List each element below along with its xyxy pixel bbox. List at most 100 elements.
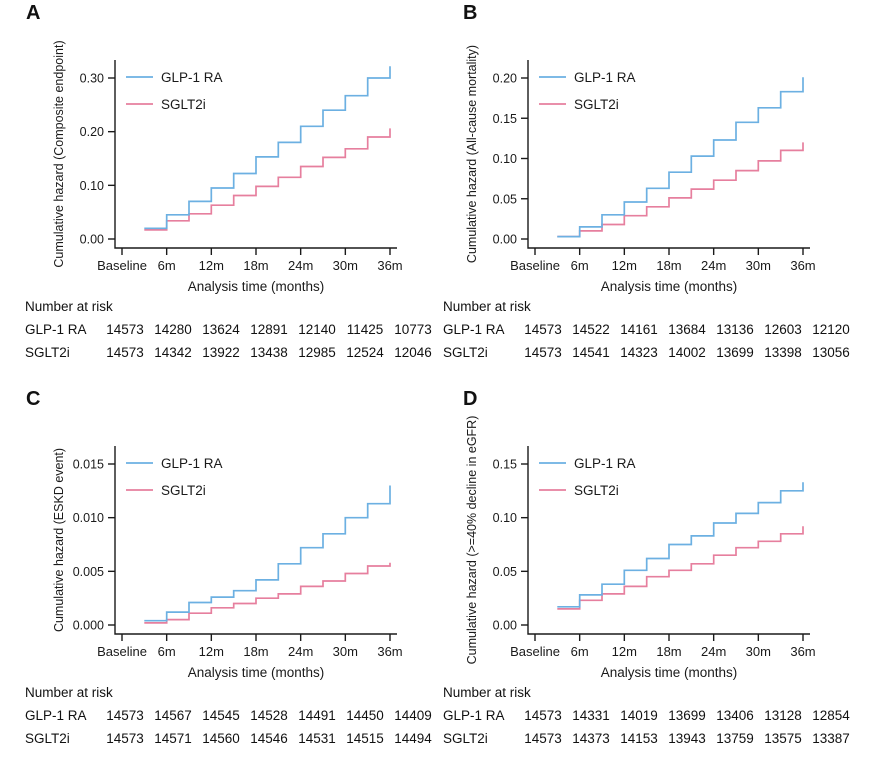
risk-value: 14573 <box>106 345 144 360</box>
cumulative-hazard-chart-C: 0.000 0.005 0.010 0.015 Baseline 6m 12m 18m 24m 3… <box>52 446 403 680</box>
x-tick-label: 36m <box>790 644 815 659</box>
risk-row-label: GLP-1 RA <box>443 322 505 337</box>
series-path-glp-1-ra <box>557 482 804 608</box>
x-tick-label: 12m <box>199 258 224 273</box>
x-axis-label: Analysis time (months) <box>601 665 738 680</box>
series-path-sglt2i <box>557 142 804 238</box>
cumulative-hazard-chart-B: 0.00 0.05 0.10 0.15 0.20 Baseline 6m 12m 18m 24m 3… <box>465 45 816 294</box>
x-tick-label: 12m <box>199 644 224 659</box>
legend-label: SGLT2i <box>161 483 206 498</box>
y-tick-label: 0.010 <box>73 511 104 525</box>
risk-row-label: GLP-1 RA <box>443 708 505 723</box>
panel-letter-D: D <box>463 388 478 410</box>
y-tick-label: 0.10 <box>493 152 517 166</box>
x-tick-label: Baseline <box>97 644 147 659</box>
risk-value: 14373 <box>572 731 610 746</box>
risk-value: 14573 <box>106 731 144 746</box>
y-tick-label: 0.30 <box>80 72 104 86</box>
risk-table-row: GLP-1 RA 14573 14567 14545 14528 14491 14450 14… <box>25 704 437 727</box>
risk-value: 14161 <box>620 322 658 337</box>
risk-value: 12891 <box>250 322 288 337</box>
cumulative-hazard-chart-D: 0.00 0.05 0.10 0.15 Baseline 6m 12m 18m 24m 30m 36… <box>465 416 816 680</box>
risk-value: 14409 <box>394 708 432 723</box>
series-path-sglt2i <box>144 562 391 624</box>
panel-B: B 0.00 0.05 0.10 0.15 0.20 Baseline 6m 12m 18m 24… <box>443 0 885 385</box>
x-tick-label: 12m <box>612 644 637 659</box>
y-axis-label: Cumulative hazard (Composite endpoint) <box>52 40 66 267</box>
axis-lines <box>527 60 810 249</box>
risk-value: 12603 <box>764 322 802 337</box>
risk-value: 13943 <box>668 731 706 746</box>
risk-value: 12854 <box>812 708 850 723</box>
y-tick-label: 0.10 <box>80 179 104 193</box>
x-tick-label: 30m <box>333 644 358 659</box>
risk-value: 14491 <box>298 708 336 723</box>
risk-value: 14323 <box>620 345 658 360</box>
y-tick-label: 0.00 <box>493 233 517 247</box>
risk-value: 14546 <box>250 731 288 746</box>
x-tick-label: 18m <box>656 644 681 659</box>
x-tick-label: 24m <box>288 258 313 273</box>
risk-value: 13136 <box>716 322 754 337</box>
risk-value: 14342 <box>154 345 192 360</box>
x-axis-label: Analysis time (months) <box>188 279 325 294</box>
series-path-glp-1-ra <box>557 77 804 238</box>
cumulative-hazard-chart-A: 0.00 0.10 0.20 0.30 Baseline 6m 12m 18m 24m 30m 36… <box>52 40 403 294</box>
risk-value: 14571 <box>154 731 192 746</box>
number-at-risk-table-D: Number at risk GLP-1 RA 14573 14331 14019 136… <box>443 682 855 750</box>
risk-value: 11425 <box>346 322 384 337</box>
risk-value: 13759 <box>716 731 754 746</box>
y-tick-label: 0.00 <box>80 233 104 247</box>
series-path-glp-1-ra <box>144 66 391 230</box>
risk-table-row: SGLT2i 14573 14571 14560 14546 14531 14515 1449… <box>25 727 437 750</box>
risk-value: 12140 <box>298 322 336 337</box>
risk-value: 13387 <box>812 731 850 746</box>
legend-label: GLP-1 RA <box>161 456 223 471</box>
x-tick-label: 24m <box>288 644 313 659</box>
y-tick-label: 0.15 <box>493 112 517 126</box>
risk-table-title: Number at risk <box>443 685 531 700</box>
y-axis-label: Cumulative hazard (ESKD event) <box>52 448 66 632</box>
legend-label: GLP-1 RA <box>574 456 636 471</box>
risk-value: 13056 <box>812 345 850 360</box>
series-path-sglt2i <box>144 128 391 231</box>
risk-value: 13575 <box>764 731 802 746</box>
x-tick-label: 30m <box>333 258 358 273</box>
risk-value: 14019 <box>620 708 658 723</box>
risk-value: 14567 <box>154 708 192 723</box>
risk-value: 14531 <box>298 731 336 746</box>
risk-row-label: GLP-1 RA <box>25 708 87 723</box>
y-tick-label: 0.05 <box>493 565 517 579</box>
y-tick-label: 0.005 <box>73 565 104 579</box>
panel-D: D 0.00 0.05 0.10 0.15 Baseline 6m 12m 18m 24m 30m… <box>443 386 885 771</box>
risk-value: 14545 <box>202 708 240 723</box>
risk-value: 14573 <box>524 731 562 746</box>
legend-label: SGLT2i <box>161 97 206 112</box>
x-tick-label: 24m <box>701 258 726 273</box>
risk-value: 13406 <box>716 708 754 723</box>
risk-value: 13438 <box>250 345 288 360</box>
x-tick-label: 18m <box>243 644 268 659</box>
risk-table-title: Number at risk <box>25 685 113 700</box>
x-tick-label: 36m <box>790 258 815 273</box>
panel-letter-C: C <box>26 388 41 410</box>
y-tick-label: 0.10 <box>493 511 517 525</box>
risk-table-row: GLP-1 RA 14573 14280 13624 12891 12140 11425 10… <box>25 318 437 341</box>
risk-value: 10773 <box>394 322 432 337</box>
x-tick-label: Baseline <box>510 258 560 273</box>
x-tick-label: 6m <box>158 644 176 659</box>
x-tick-label: 6m <box>571 258 589 273</box>
y-tick-label: 0.20 <box>80 125 104 139</box>
risk-value: 13624 <box>202 322 240 337</box>
risk-value: 14522 <box>572 322 610 337</box>
x-axis-label: Analysis time (months) <box>601 279 738 294</box>
legend-label: SGLT2i <box>574 483 619 498</box>
number-at-risk-table-B: Number at risk GLP-1 RA 14573 14522 14161 136… <box>443 296 855 364</box>
number-at-risk-table-A: Number at risk GLP-1 RA 14573 14280 13624 128… <box>25 296 437 364</box>
y-tick-label: 0.015 <box>73 458 104 472</box>
x-tick-label: 12m <box>612 258 637 273</box>
x-tick-label: 30m <box>746 644 771 659</box>
x-tick-label: 30m <box>746 258 771 273</box>
x-tick-label: 18m <box>243 258 268 273</box>
axis-lines <box>527 446 810 635</box>
